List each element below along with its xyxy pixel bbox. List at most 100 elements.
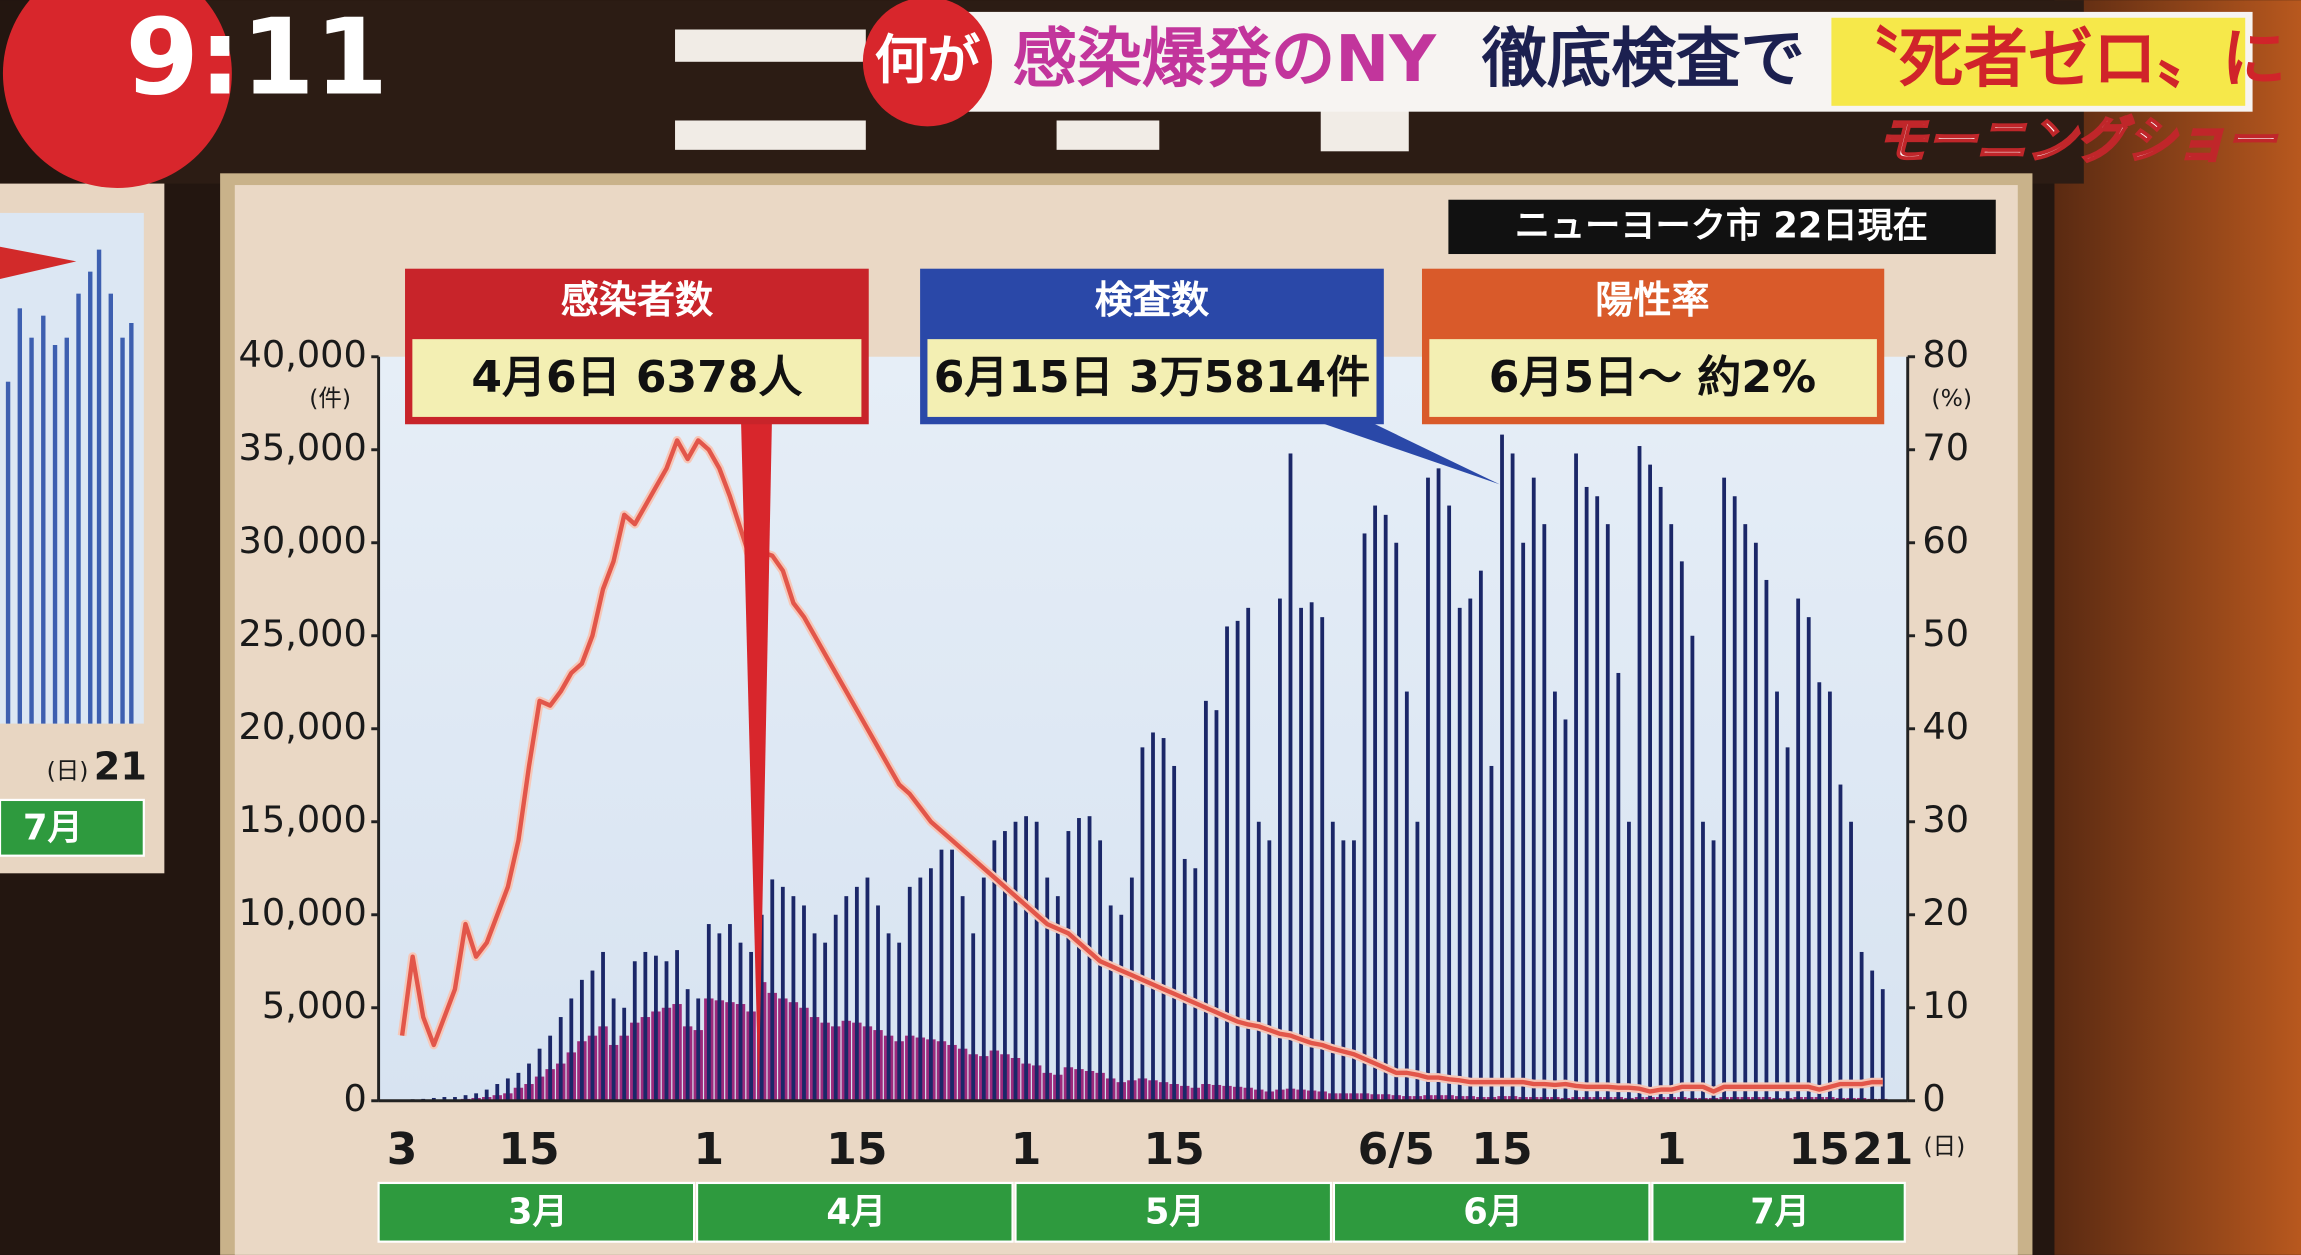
y2-tick-label: 10	[1922, 984, 1969, 1027]
box-title: 検査数	[1095, 278, 1210, 322]
bar	[1849, 821, 1853, 1101]
bar	[928, 868, 933, 1101]
show-logo: モーニングショー	[1877, 111, 2278, 169]
bar	[1055, 896, 1060, 1101]
month-band	[1014, 1181, 1333, 1243]
badge-bg	[862, 0, 992, 127]
bar	[1584, 486, 1589, 1101]
bar	[1034, 821, 1039, 1101]
bar	[1309, 602, 1314, 1101]
bar	[1775, 691, 1779, 1101]
annotation: 6月15日 3万5814件	[934, 352, 1370, 403]
x-tick-label: 6/5	[1358, 1124, 1435, 1175]
source-box	[1448, 199, 1996, 255]
y-tick-label: 25,000	[239, 612, 367, 655]
bar	[1246, 607, 1251, 1101]
bar	[1394, 542, 1399, 1101]
bar	[1129, 877, 1134, 1101]
bar	[854, 886, 859, 1101]
bar	[632, 961, 637, 1101]
bar	[791, 896, 796, 1101]
bar	[1478, 570, 1483, 1101]
bar	[1510, 453, 1515, 1101]
bar	[1605, 524, 1610, 1101]
y-tick-label: 10,000	[239, 891, 367, 934]
bar	[1806, 617, 1811, 1101]
bar	[1468, 598, 1473, 1101]
bar	[1880, 989, 1885, 1101]
headline-part: 〝死者ゼロ〟に	[1834, 22, 2286, 97]
bar	[1383, 514, 1388, 1101]
box-inner	[927, 339, 1377, 417]
x-tick-label: 1	[693, 1124, 724, 1175]
bar	[1521, 542, 1526, 1101]
bar	[1352, 840, 1356, 1101]
bar	[601, 951, 605, 1101]
headline-part: 感染爆発のNY	[1013, 22, 1438, 97]
bar	[1256, 821, 1261, 1101]
y2-unit: (%)	[1931, 384, 1972, 412]
bar	[1108, 905, 1113, 1101]
bar	[1637, 446, 1642, 1101]
bar	[1838, 784, 1843, 1101]
bar	[1711, 840, 1716, 1101]
bar	[1753, 542, 1758, 1101]
bar	[749, 951, 754, 1101]
y-tick-label: 15,000	[239, 798, 367, 841]
bar	[484, 1089, 489, 1101]
x-tick-label: 15	[826, 1124, 887, 1175]
bar	[1627, 821, 1631, 1101]
y2-tick-label: 0	[1922, 1077, 1945, 1120]
badge: 何が	[875, 30, 981, 91]
bar	[770, 879, 775, 1101]
bar	[1278, 598, 1282, 1101]
bar	[1447, 505, 1452, 1101]
x-tick-label: 1	[1656, 1124, 1687, 1175]
bar	[971, 933, 976, 1101]
bar	[1098, 840, 1103, 1101]
bar	[717, 933, 722, 1101]
bar	[1764, 579, 1769, 1101]
bar	[1404, 691, 1409, 1101]
bar	[844, 896, 849, 1101]
x-tick-label: 3	[387, 1124, 418, 1175]
bar	[950, 849, 954, 1101]
bar	[1732, 496, 1737, 1101]
bar	[1669, 524, 1674, 1101]
bar	[780, 886, 785, 1101]
month-label: 3月	[508, 1192, 568, 1233]
bar	[1077, 818, 1081, 1101]
bar	[823, 942, 828, 1101]
bar	[1595, 496, 1600, 1101]
bar	[1415, 821, 1420, 1101]
bar	[1161, 738, 1166, 1101]
bar	[1426, 477, 1430, 1101]
y-tick-label: 0	[344, 1077, 367, 1120]
bar	[1531, 477, 1536, 1101]
bar	[1151, 732, 1155, 1101]
bar	[759, 914, 764, 1101]
month-label: 5月	[1145, 1192, 1205, 1233]
bar	[1119, 914, 1124, 1101]
bar	[622, 1007, 627, 1101]
bar	[1722, 477, 1727, 1101]
bg-title-block	[675, 120, 866, 150]
bar	[1066, 831, 1071, 1101]
y-tick-label: 20,000	[239, 705, 367, 748]
month-band	[695, 1181, 1014, 1243]
bar	[1225, 626, 1229, 1101]
bar	[1193, 868, 1198, 1101]
bar	[579, 979, 584, 1101]
annotation: 6月5日～ 約2%	[1489, 352, 1816, 403]
bar	[1373, 505, 1378, 1101]
bar	[886, 933, 891, 1101]
y2-tick-label: 60	[1922, 519, 1969, 562]
bar	[1500, 434, 1504, 1101]
bar	[738, 942, 743, 1101]
bar	[1574, 453, 1578, 1101]
x-tick-label: 1	[1011, 1124, 1042, 1175]
side-month-band	[0, 798, 145, 857]
bar	[1870, 970, 1875, 1101]
pointer-cases	[741, 422, 772, 1098]
bar	[802, 905, 806, 1101]
